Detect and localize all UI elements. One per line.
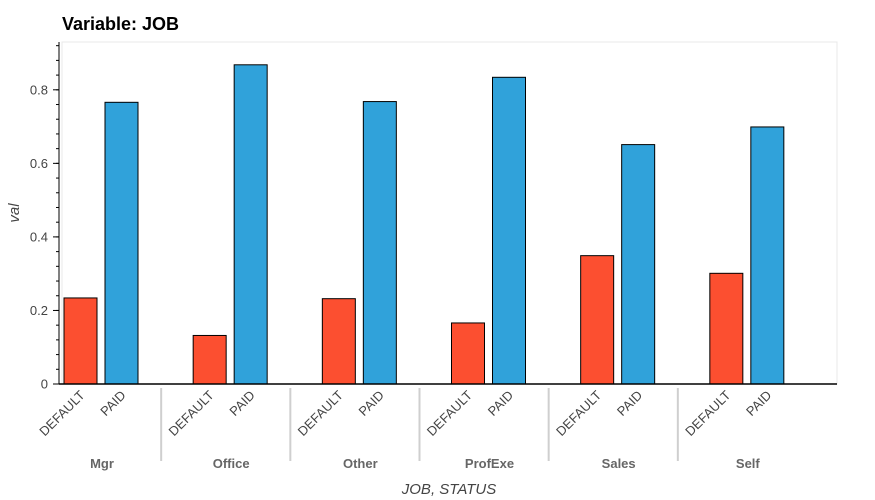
x-subcategory-label: DEFAULT (553, 387, 604, 438)
x-subcategory-label: DEFAULT (165, 387, 216, 438)
x-axis-label: JOB, STATUS (401, 481, 496, 498)
x-group-label: Mgr (90, 456, 114, 471)
x-subcategory-label: PAID (226, 388, 257, 419)
x-axis: DEFAULT PAID Mgr DEFAULT PAID Office DEFAULT PA… (36, 383, 837, 471)
x-group-label: Office (213, 456, 250, 471)
bar-office-default (192, 334, 227, 385)
y-axis-label: val (6, 203, 23, 223)
x-subcategory-label: DEFAULT (36, 387, 87, 438)
bar-other-paid (362, 101, 397, 385)
bar-office-paid (233, 64, 268, 385)
x-group-label: Sales (602, 456, 636, 471)
x-subcategory-label: PAID (743, 388, 774, 419)
x-group-label: Other (343, 456, 378, 471)
bar-self-paid (750, 126, 785, 385)
bar-self-default (709, 272, 744, 385)
bar-profexe-default (451, 322, 485, 385)
x-subcategory-label: PAID (356, 388, 387, 419)
y-tick-label: 0.2 (30, 303, 48, 318)
x-group-label: ProfExe (465, 456, 514, 471)
x-group-label: Self (736, 456, 761, 471)
chart-title: Variable: JOB (62, 14, 179, 34)
x-subcategory-label: PAID (485, 388, 516, 419)
x-subcategory-label: PAID (614, 388, 645, 419)
y-tick-label: 0.8 (30, 82, 48, 97)
bar-sales-default (580, 255, 615, 385)
x-subcategory-label: DEFAULT (424, 387, 475, 438)
x-subcategory-label: DEFAULT (295, 387, 346, 438)
bar-mgr-paid (104, 101, 139, 385)
bar-mgr-default (63, 297, 98, 385)
y-tick-label: 0.4 (30, 229, 48, 244)
y-axis: 0 0.2 0.4 0.6 0.8 (30, 42, 60, 392)
bars-layer (63, 64, 785, 385)
bar-other-default (321, 298, 356, 385)
bar-sales-paid (621, 144, 656, 385)
bar-profexe-paid (492, 76, 526, 385)
x-subcategory-label: PAID (97, 388, 128, 419)
y-tick-label: 0.6 (30, 156, 48, 171)
x-subcategory-label: DEFAULT (682, 387, 733, 438)
y-tick-label: 0 (41, 377, 48, 392)
